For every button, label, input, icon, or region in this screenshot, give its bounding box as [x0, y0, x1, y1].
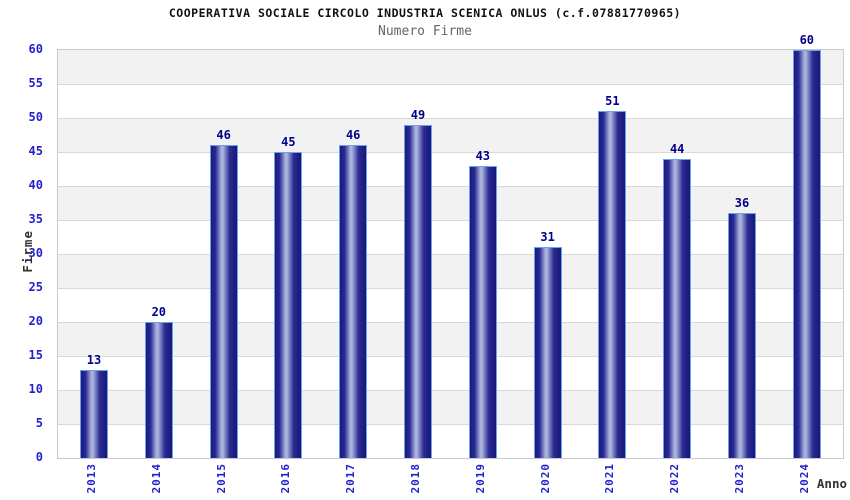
x-tick-label: 2014 [149, 463, 163, 494]
bar-value-label: 46 [216, 128, 231, 143]
bar-2016 [274, 152, 303, 458]
y-tick-label: 40 [28, 178, 43, 192]
bar-value-label: 13 [86, 352, 102, 367]
gridline [58, 356, 843, 357]
plot-band [58, 118, 843, 152]
bar-2015 [209, 145, 238, 458]
bar-value-label: 49 [410, 107, 426, 122]
gridline [58, 186, 843, 187]
plot-band [58, 356, 843, 390]
plot-band [58, 322, 843, 356]
bar-2024 [792, 50, 821, 458]
gridline [58, 424, 843, 425]
bar-value-label: 60 [799, 33, 815, 47]
x-tick-label: 2016 [279, 463, 293, 494]
plot-area: 13 20 46 45 46 49 43 31 51 44 36 60 [57, 33, 844, 459]
x-tick-label: 2020 [538, 463, 552, 494]
plot-band [58, 152, 843, 186]
bar-2019 [468, 165, 497, 458]
chart-subtitle: Numero Firme [378, 24, 472, 39]
gridline [58, 288, 843, 289]
bar-value-label: 45 [281, 135, 296, 149]
gridline [58, 322, 843, 323]
plot-band [58, 220, 843, 254]
x-tick-label: 2022 [668, 463, 682, 494]
y-axis-title: Firme [20, 230, 35, 273]
gridline [58, 118, 843, 119]
x-tick-label: 2021 [603, 463, 617, 494]
plot-band [58, 50, 843, 84]
plot-band [58, 424, 843, 458]
gridline [58, 84, 843, 85]
y-tick-label: 15 [28, 348, 43, 362]
bar-value-label: 46 [345, 128, 361, 143]
gridline [58, 254, 843, 255]
gridline [58, 152, 843, 153]
bar-2013 [80, 369, 108, 458]
y-tick-label: 60 [28, 42, 43, 56]
x-tick-label: 2013 [85, 463, 98, 494]
bar-value-label: 20 [151, 305, 167, 319]
chart-title: COOPERATIVA SOCIALE CIRCOLO INDUSTRIA SC… [168, 6, 682, 20]
plot-band [58, 186, 843, 220]
gridline [58, 390, 843, 391]
y-tick-label: 5 [35, 416, 43, 430]
bar-2020 [533, 247, 562, 458]
gridline [58, 220, 843, 221]
y-tick-label: 25 [28, 280, 43, 294]
x-axis-title: Anno [816, 476, 847, 491]
x-tick-label: 2015 [214, 463, 228, 494]
y-tick-label: 50 [28, 110, 43, 124]
bar-2017 [339, 145, 368, 458]
bar-value-label: 51 [605, 94, 620, 109]
y-tick-label: 35 [28, 212, 43, 226]
x-tick-label: 2017 [344, 463, 358, 494]
bar-2023 [728, 213, 756, 458]
bar-2018 [404, 124, 432, 458]
x-tick-label: 2024 [797, 463, 811, 494]
y-tick-label: 20 [28, 314, 43, 328]
x-tick-label: 2019 [473, 463, 487, 494]
x-tick-label: 2018 [409, 463, 422, 494]
bar-2022 [663, 158, 692, 458]
plot-band [58, 288, 843, 322]
plot-band [58, 254, 843, 288]
bar-2021 [598, 111, 627, 458]
bar-value-label: 36 [734, 196, 750, 211]
y-tick-label: 0 [35, 450, 43, 464]
y-tick-label: 45 [28, 144, 43, 158]
bar-value-label: 43 [475, 148, 491, 163]
bar-value-label: 31 [540, 230, 555, 245]
bar-value-label: 44 [669, 141, 685, 156]
x-axis-ticks: 2013 2014 2015 2016 2017 2018 2019 2020 2021 2022… [57, 463, 842, 500]
plot-band [58, 390, 843, 424]
y-tick-label: 10 [28, 382, 43, 396]
x-tick-label: 2023 [733, 463, 746, 494]
bar-2014 [144, 322, 173, 458]
y-tick-label: 55 [28, 76, 43, 90]
plot-band [58, 84, 843, 118]
